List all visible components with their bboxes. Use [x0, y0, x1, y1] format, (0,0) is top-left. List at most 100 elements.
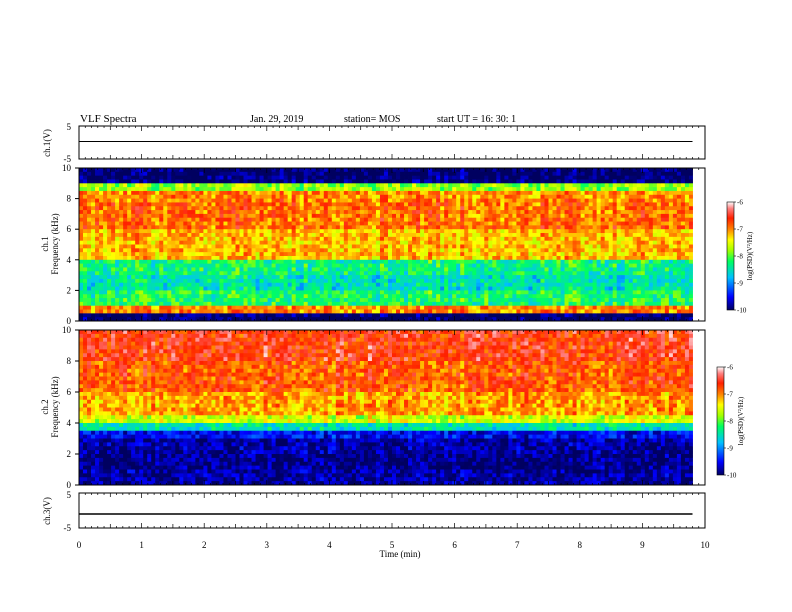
- spectrogram-1-cell: [540, 179, 545, 184]
- spectrogram-1-cell: [359, 294, 365, 299]
- spectrogram-1-cell: [508, 278, 513, 284]
- spectrogram-1-cell: [508, 286, 513, 291]
- spectrogram-1-cell: [91, 183, 96, 188]
- spectrogram-1-cell: [163, 194, 168, 200]
- spectrogram-1-cell: [363, 233, 369, 238]
- spectrogram-1-cell: [111, 252, 116, 257]
- spectrogram-1-cell: [532, 236, 537, 242]
- spectrogram-1-cell: [520, 263, 525, 268]
- spectrogram-1-cell: [103, 309, 108, 314]
- spectrogram-1-cell: [460, 190, 465, 196]
- spectrogram-1-cell: [207, 267, 212, 272]
- spectrogram-1-cell: [291, 225, 297, 230]
- spectrogram-1-cell: [143, 187, 148, 192]
- spectrogram-1-cell: [299, 190, 305, 196]
- spectrogram-1-cell: [476, 206, 481, 211]
- spectrogram-1-cell: [412, 175, 417, 180]
- spectrogram-1-cell: [279, 255, 285, 261]
- spectrogram-1-cell: [339, 271, 345, 276]
- spectrogram-1-cell: [496, 217, 501, 222]
- spectrogram-1-cell: [263, 267, 268, 272]
- spectrogram-1-cell: [123, 271, 128, 276]
- spectrogram-1-cell: [179, 259, 184, 265]
- spectrogram-1-cell: [556, 236, 561, 242]
- spectrogram-1-cell: [359, 290, 365, 295]
- spectrogram-1-cell: [239, 168, 244, 173]
- spectrogram-1-cell: [408, 183, 413, 188]
- spectrogram-1-cell: [480, 248, 485, 253]
- spectrogram-1-cell: [99, 263, 104, 268]
- spectrogram-1-cell: [243, 229, 248, 234]
- spectrogram-1-cell: [327, 317, 333, 322]
- spectrogram-1-cell: [255, 259, 260, 265]
- spectrogram-1-cell: [291, 263, 297, 268]
- spectrogram-1-cell: [127, 221, 132, 226]
- spectrogram-1-cell: [171, 187, 176, 192]
- spectrogram-1-cell: [311, 233, 317, 238]
- spectrogram-1-cell: [339, 229, 345, 234]
- spectrogram-1-cell: [279, 290, 285, 295]
- spectrogram-1-cell: [235, 217, 240, 222]
- spectrogram-1-cell: [267, 217, 273, 222]
- spectrogram-1-cell: [436, 187, 441, 192]
- spectrogram-1-cell: [476, 271, 481, 276]
- spectrogram-1-cell: [151, 213, 156, 219]
- spectrogram-1-cell: [436, 194, 441, 200]
- spectrogram-1-cell: [440, 309, 445, 314]
- spectrogram-1-cell: [155, 187, 160, 192]
- spectrogram-1-cell: [387, 179, 393, 184]
- spectrogram-1-cell: [267, 263, 273, 268]
- spectrogram-1-cell: [556, 171, 561, 177]
- spectrogram-1-cell: [207, 240, 212, 245]
- spectrogram-1-cell: [339, 168, 345, 173]
- spectrogram-1-cell: [315, 240, 321, 245]
- spectrogram-1-cell: [215, 194, 220, 200]
- spectrogram-1-cell: [472, 275, 477, 280]
- spectrogram-1-cell: [512, 271, 517, 276]
- spectrogram-1-cell: [271, 206, 277, 211]
- spectrogram-1-cell: [199, 290, 204, 295]
- spectrogram-1-cell: [412, 252, 417, 257]
- spectrogram-1-cell: [307, 187, 313, 192]
- spectrogram-1-cell: [480, 171, 485, 177]
- spectrogram-1-cell: [87, 217, 92, 222]
- spectrogram-1-cell: [195, 179, 200, 184]
- spectrogram-1-cell: [95, 194, 100, 200]
- spectrogram-1-cell: [115, 294, 120, 299]
- spectrogram-1-cell: [91, 309, 96, 314]
- spectrogram-1-cell: [243, 244, 248, 249]
- spectrogram-1-cell: [239, 271, 244, 276]
- spectrogram-1-cell: [396, 298, 401, 303]
- spectrogram-1-cell: [347, 236, 353, 242]
- spectrogram-1-cell: [147, 194, 152, 200]
- spectrogram-1-cell: [404, 271, 409, 276]
- spectrogram-1-cell: [492, 183, 497, 188]
- spectrogram-1-cell: [363, 229, 369, 234]
- spectrogram-1-cell: [359, 225, 365, 230]
- spectrogram-1-cell: [283, 313, 289, 318]
- spectrogram-1-cell: [235, 248, 240, 253]
- spectrogram-1-cell: [323, 286, 329, 291]
- spectrogram-1-cell: [255, 305, 260, 310]
- spectrogram-1-cell: [404, 179, 409, 184]
- spectrogram-1-cell: [432, 298, 437, 303]
- spectrogram-1-cell: [331, 305, 337, 310]
- spectrogram-1-cell: [367, 305, 373, 310]
- spectrogram-1-cell: [271, 290, 277, 295]
- spectrogram-1-cell: [231, 240, 236, 245]
- spectrogram-1-cell: [111, 202, 116, 207]
- spectrogram-1-cell: [496, 233, 501, 238]
- spectrogram-1-cell: [428, 271, 433, 276]
- spectrogram-1-cell: [359, 236, 365, 242]
- spectrogram-1-cell: [175, 190, 180, 196]
- spectrogram-1-cell: [400, 202, 405, 207]
- spectrogram-1-cell: [404, 171, 409, 177]
- spectrogram-1-cell: [283, 240, 289, 245]
- spectrogram-1-cell: [179, 244, 184, 249]
- spectrogram-1-cell: [392, 263, 397, 268]
- spectrogram-1-cell: [424, 179, 429, 184]
- spectrogram-1-cell: [215, 217, 220, 222]
- spectrogram-1-cell: [440, 255, 445, 261]
- spectrogram-1-cell: [396, 282, 401, 287]
- spectrogram-1-cell: [520, 210, 525, 215]
